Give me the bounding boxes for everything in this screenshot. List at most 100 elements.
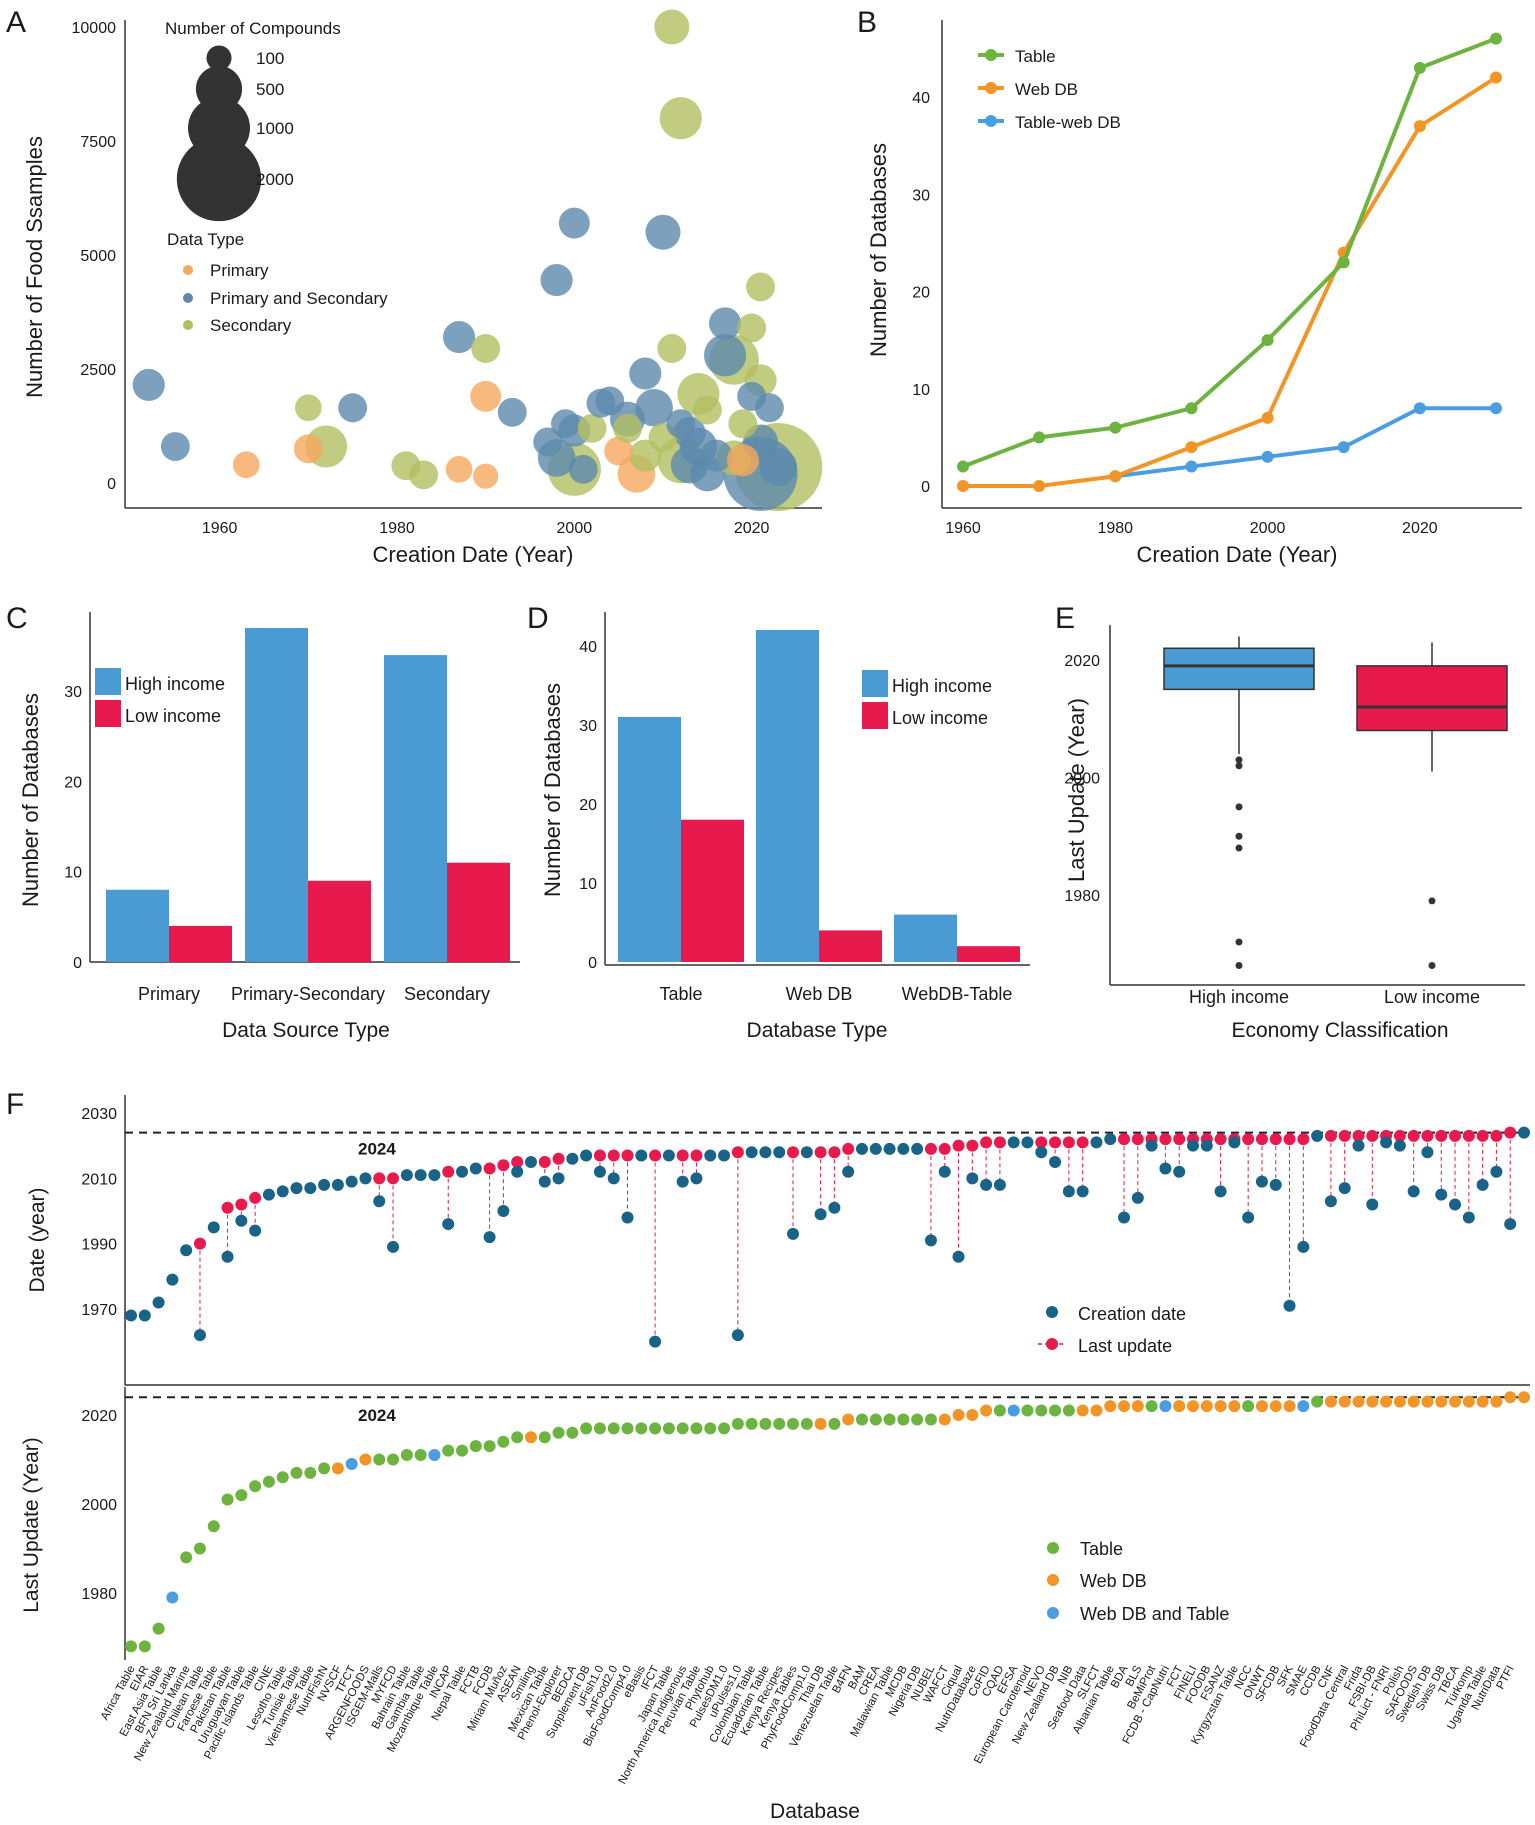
f1-creation-point — [1255, 1175, 1268, 1188]
f2-point — [1518, 1391, 1530, 1404]
a-legend-primary-label: Primary — [210, 261, 269, 280]
b-series-line — [1115, 406, 1496, 479]
f1-creation-point — [993, 1178, 1006, 1191]
f2-point — [511, 1431, 524, 1444]
a-point — [533, 427, 563, 457]
f2-point — [938, 1413, 951, 1426]
b-series-point — [1413, 402, 1426, 415]
b-series-point — [1337, 441, 1350, 454]
f2-legend-webdb-dot — [1047, 1574, 1059, 1586]
f1-last-update-point — [1449, 1129, 1462, 1142]
b-legend: Table Web DB Table-web DB — [978, 47, 1121, 132]
b-series-point — [1261, 411, 1274, 424]
panel-e: E 1980 2000 2020 High income Low income Eco… — [1055, 602, 1525, 1042]
a-size-legend-items: 100 500 1000 2000 — [176, 45, 294, 222]
a-point — [293, 434, 323, 464]
panel-label-c: C — [6, 602, 28, 635]
f2-point — [1049, 1404, 1062, 1417]
d-y-tick-label: 10 — [579, 876, 597, 893]
f1-last-update-point — [731, 1146, 744, 1159]
f1-y-tick-label: 2030 — [81, 1106, 117, 1123]
f1-creation-point — [621, 1211, 634, 1224]
f1-creation-point — [607, 1172, 620, 1185]
f2-point — [718, 1422, 731, 1435]
f1-creation-point — [566, 1152, 579, 1165]
b-y-tick-labels: 0 10 20 30 40 — [912, 90, 930, 496]
e-box — [1163, 647, 1315, 691]
f1-last-update-point — [1504, 1126, 1517, 1139]
d-x-tick-label: Web DB — [786, 984, 853, 1004]
f2-point — [304, 1466, 317, 1479]
a-point — [473, 463, 499, 489]
f1-last-update-point — [1049, 1136, 1062, 1149]
c-legend-high-swatch — [95, 668, 121, 695]
f1-creation-point — [400, 1169, 413, 1182]
d-bar — [957, 946, 1020, 962]
a-y-tick-label: 10000 — [72, 20, 117, 37]
d-bar — [756, 630, 819, 962]
b-series-point — [1490, 402, 1502, 415]
f2-point — [883, 1413, 896, 1426]
f1-creation-point — [745, 1146, 758, 1159]
f2-point — [193, 1542, 206, 1555]
a-point — [338, 393, 368, 423]
f2-point — [166, 1591, 179, 1604]
f2-point — [400, 1449, 413, 1462]
c-x-tick-label: Secondary — [404, 984, 490, 1004]
b-series-point — [1185, 441, 1198, 454]
f1-creation-point — [318, 1178, 331, 1191]
panel-label-e: E — [1055, 602, 1075, 635]
a-point — [692, 395, 722, 425]
f1-creation-point — [911, 1142, 924, 1155]
f1-creation-point — [345, 1175, 358, 1188]
b-series-point — [1185, 402, 1198, 415]
a-size-legend: Number of Compounds 100 500 1000 2000 — [165, 19, 341, 222]
f2-point — [1352, 1395, 1365, 1408]
f2-point — [662, 1422, 675, 1435]
b-y-tick-label: 10 — [912, 382, 930, 399]
b-legend-table-label: Table — [1015, 47, 1056, 66]
f2-point — [1214, 1400, 1227, 1413]
a-point — [558, 207, 590, 239]
f1-creation-point — [676, 1175, 689, 1188]
f1-last-update-point — [249, 1191, 262, 1204]
a-size-legend-label: 2000 — [256, 170, 294, 189]
e-y-tick-label: 2000 — [1064, 771, 1100, 788]
e-y-tick-labels: 1980 2000 2020 — [1064, 653, 1100, 905]
f1-last-update-point — [621, 1149, 634, 1162]
f1-creation-point — [1076, 1185, 1089, 1198]
f2-point — [1504, 1391, 1517, 1404]
a-point — [595, 386, 625, 416]
f1-last-update-point — [1173, 1133, 1186, 1146]
f1-creation-point — [180, 1244, 193, 1257]
f2-point — [331, 1462, 344, 1475]
a-type-legend: Data Type Primary Primary and Secondary … — [167, 230, 388, 335]
f2-point — [593, 1422, 606, 1435]
f1-creation-point — [1490, 1165, 1503, 1178]
f1-creation-point — [373, 1195, 386, 1208]
f2-point — [1421, 1395, 1434, 1408]
f1-last-update-point — [1407, 1129, 1420, 1142]
f2-point — [1242, 1400, 1255, 1413]
e-outlier — [1428, 897, 1436, 905]
a-x-tick-label: 2020 — [734, 520, 770, 537]
f2-point — [924, 1413, 937, 1426]
f1-creation-point — [1421, 1146, 1434, 1159]
b-y-axis-title: Number of Databases — [866, 143, 891, 357]
f2-point — [800, 1417, 813, 1430]
f1-creation-point — [138, 1309, 151, 1322]
f1-creation-point — [1366, 1198, 1379, 1211]
b-legend-webdb-dot — [985, 82, 997, 94]
a-y-tick-label: 7500 — [80, 134, 116, 151]
a-size-legend-title: Number of Compounds — [165, 19, 341, 38]
f1-creation-point — [855, 1142, 868, 1155]
f2-legend-webdb-label: Web DB — [1080, 1571, 1147, 1591]
f1-last-update-point — [593, 1149, 606, 1162]
d-legend-low-label: Low income — [892, 708, 988, 728]
f2-point — [814, 1417, 827, 1430]
c-y-tick-label: 30 — [64, 684, 82, 701]
f1-creation-point — [359, 1172, 372, 1185]
a-y-tick-label: 5000 — [80, 248, 116, 265]
d-x-tick-labels: Table Web DB WebDB-Table — [659, 984, 1012, 1004]
e-outlier — [1235, 762, 1243, 770]
